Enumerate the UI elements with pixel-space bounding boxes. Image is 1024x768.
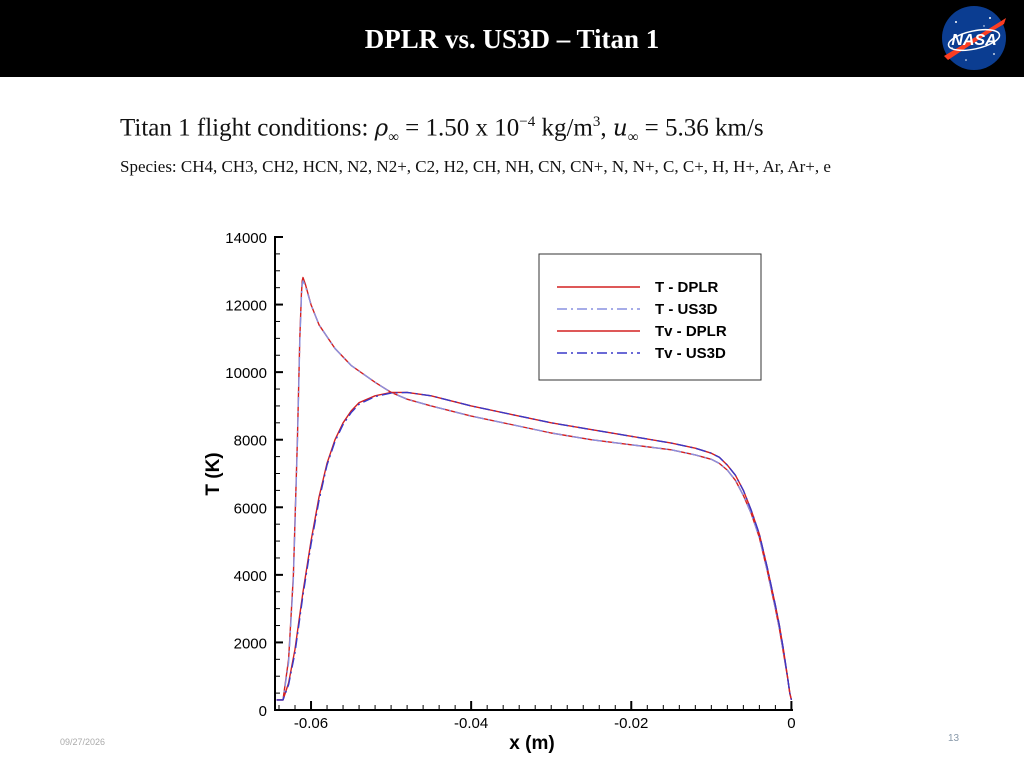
x-tick-label: 0 [787, 715, 795, 732]
slide-title: DPLR vs. US3D – Titan 1 [364, 24, 660, 54]
velocity-value: = 5.36 km/s [638, 114, 764, 142]
density-unit-exponent: 3 [592, 114, 601, 130]
legend-label: T - US3D [655, 301, 718, 318]
flight-conditions: Titan 1 flight conditions: ρ∞ = 1.50 x 1… [120, 114, 764, 146]
series-line [276, 391, 793, 701]
y-tick-label: 2000 [234, 635, 267, 652]
density-value: = 1.50 x 10 [398, 114, 520, 142]
y-tick-label: 6000 [234, 500, 267, 517]
y-tick-label: 10000 [225, 365, 267, 382]
page-number: 13 [948, 733, 960, 744]
nasa-logo-icon: NASA [942, 6, 1006, 70]
series-line [276, 276, 793, 701]
series-line [276, 391, 793, 701]
y-tick-label: 0 [259, 703, 267, 720]
density-exponent: −4 [519, 114, 536, 130]
y-tick-label: 14000 [225, 230, 267, 247]
title-bar: DPLR vs. US3D – Titan 1 NASA [0, 0, 1024, 77]
rho-subscript: ∞ [388, 129, 399, 146]
x-tick-label: -0.06 [294, 715, 328, 732]
velocity-subscript: ∞ [627, 129, 639, 146]
velocity-symbol: u [612, 115, 628, 142]
x-tick-label: -0.04 [454, 715, 488, 732]
x-axis-label: x (m) [509, 733, 554, 754]
y-tick-label: 8000 [234, 433, 267, 450]
density-unit: kg/m [535, 114, 593, 142]
species-list: Species: CH4, CH3, CH2, HCN, N2, N2+, C2… [120, 157, 831, 176]
legend-label: Tv - DPLR [655, 323, 727, 340]
separator: , [600, 114, 613, 142]
x-tick-label: -0.02 [614, 715, 648, 732]
footer-date: 09/27/2026 [60, 737, 106, 747]
y-tick-label: 12000 [225, 298, 267, 315]
conditions-label: Titan 1 flight conditions: [120, 114, 375, 142]
chart-legend: T - DPLR T - US3D Tv - DPLR Tv - US3D [538, 253, 762, 381]
legend-label: T - DPLR [655, 279, 718, 296]
y-axis-label: T (K) [203, 452, 224, 495]
svg-text:NASA: NASA [951, 32, 996, 49]
y-tick-label: 4000 [234, 568, 267, 585]
legend-label: Tv - US3D [655, 345, 726, 362]
rho-symbol: ρ [374, 115, 389, 142]
